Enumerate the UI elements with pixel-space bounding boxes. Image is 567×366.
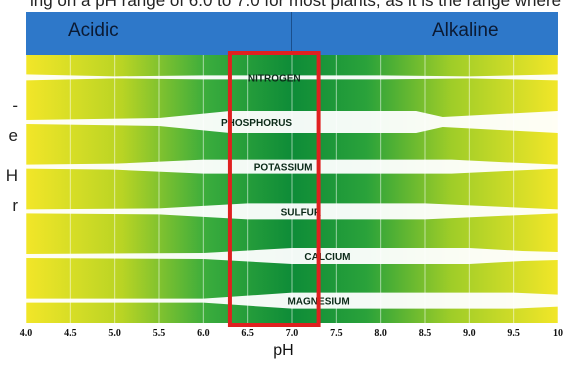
- ph-scale-header: Acidic Alkaline: [26, 12, 558, 55]
- nutrient-label: PHOSPHORUS: [221, 118, 292, 129]
- x-tick-label: 5.5: [153, 328, 166, 339]
- x-tick-label: 5.0: [108, 328, 121, 339]
- left-text-fragment: -: [12, 96, 18, 115]
- left-text-fragment: r: [12, 196, 18, 215]
- x-tick-label: 9.5: [507, 328, 520, 339]
- x-tick-label: 7.5: [330, 328, 343, 339]
- nutrient-band: [26, 159, 558, 174]
- nutrient-band: [26, 111, 558, 133]
- x-tick-label: 6.5: [241, 328, 254, 339]
- x-tick-label: 4.0: [20, 328, 33, 339]
- acidic-label: Acidic: [68, 20, 119, 41]
- nutrient-band: [26, 74, 558, 81]
- x-tick-label: 4.5: [64, 328, 77, 339]
- x-axis-ticks: 4.0 4.5 5.0 5.5 6.0 6.5 7.0 7.5 8.0 8.5 9.0 9.5 10: [20, 328, 563, 339]
- nutrient-label: SULFUR: [281, 207, 322, 218]
- nutrient-bands: [26, 74, 558, 309]
- header-divider: [291, 12, 292, 55]
- nutrient-band: [26, 292, 558, 309]
- gridlines: [25, 55, 559, 323]
- x-tick-label: 9.0: [463, 328, 476, 339]
- nutrient-label: CALCIUM: [304, 252, 350, 263]
- left-text-fragment: e: [8, 126, 18, 145]
- x-tick-label: 7.0: [286, 328, 299, 339]
- nutrient-label: NITROGEN: [248, 73, 301, 84]
- x-tick-label: 10: [553, 328, 563, 339]
- alkaline-label: Alkaline: [432, 20, 499, 41]
- caption-top-fragment: ing on a pH range of 6.0 to 7.0 for most…: [30, 0, 562, 10]
- nutrient-label: POTASSIUM: [254, 163, 313, 174]
- optimal-range-highlight: [227, 51, 321, 327]
- nutrient-band: [26, 248, 558, 264]
- x-axis-label: pH: [273, 342, 294, 359]
- left-text-fragment: H: [5, 166, 18, 185]
- x-tick-label: 8.0: [374, 328, 387, 339]
- x-tick-label: 6.0: [197, 328, 210, 339]
- nutrient-band: [26, 203, 558, 220]
- x-tick-label: 8.5: [419, 328, 432, 339]
